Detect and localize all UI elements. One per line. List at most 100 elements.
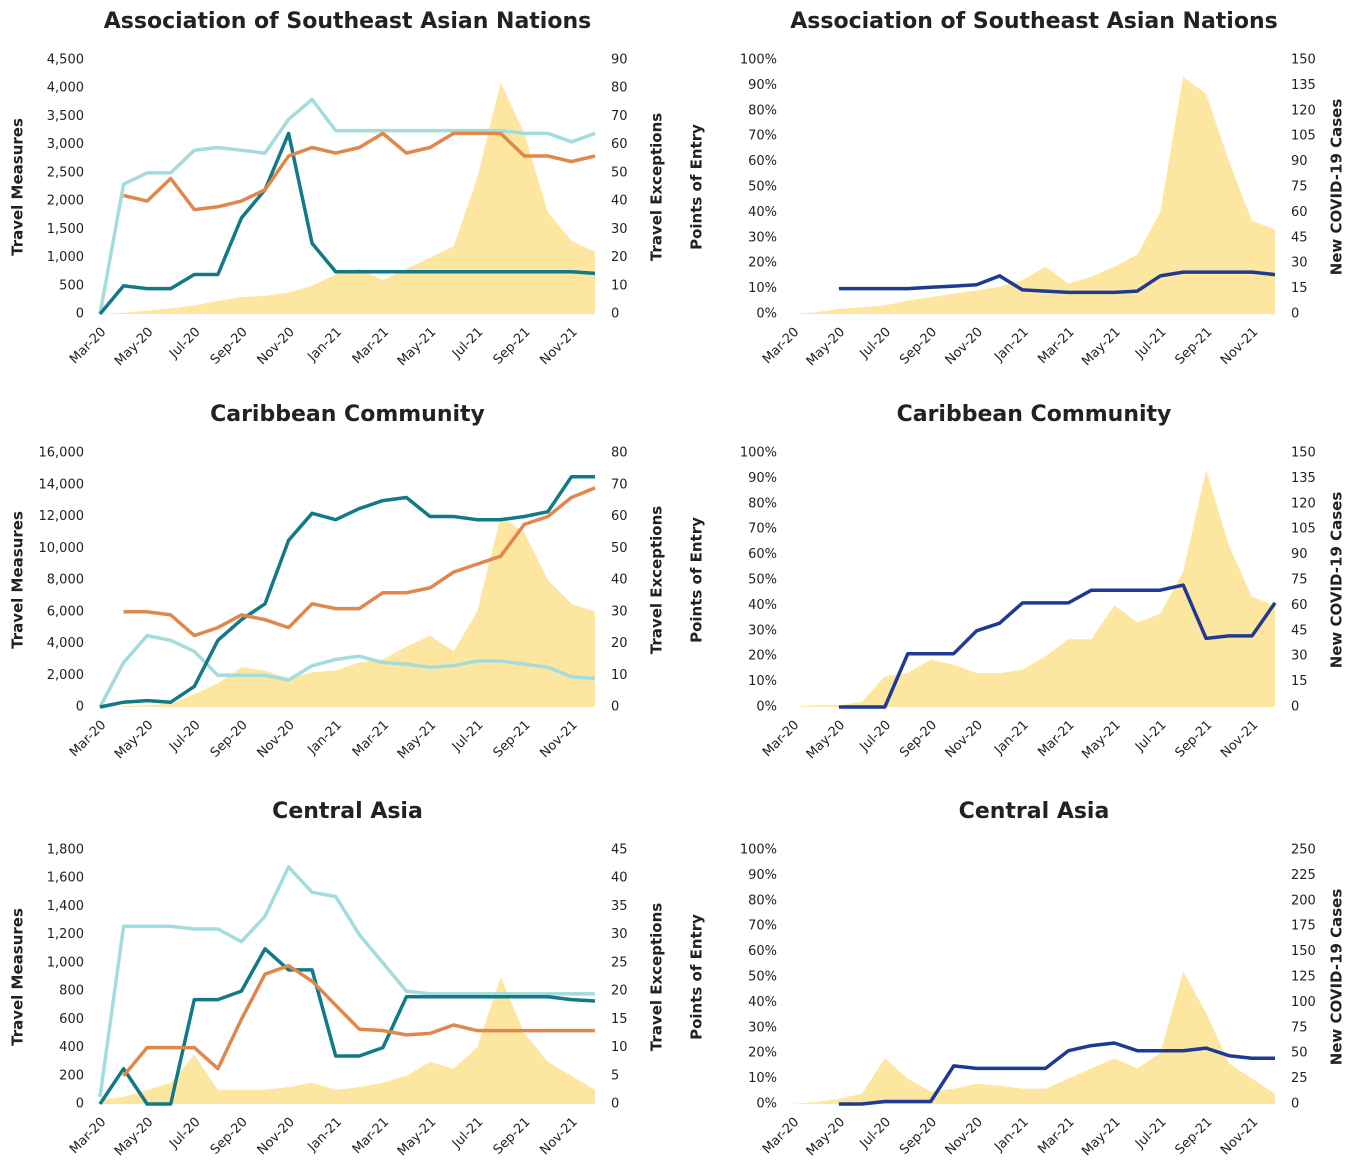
x-tick-label: Nov-20	[255, 1115, 298, 1158]
x-tick-label: May-20	[804, 1115, 848, 1159]
y-tick-label: 4,500	[47, 53, 84, 68]
y-tick-label: 0	[76, 1097, 84, 1112]
x-tick-label: Jul-21	[1132, 325, 1169, 362]
x-tick-label: Jul-20	[857, 718, 894, 755]
x-tick-label: Mar-21	[1035, 1115, 1077, 1157]
x-tick-label: Nov-20	[943, 1115, 986, 1158]
y-tick-label: 14,000	[39, 477, 85, 492]
case-area	[793, 469, 1275, 707]
y2-axis-title: Travel Exceptions	[648, 113, 666, 261]
y-tick-label: 8,000	[47, 573, 84, 588]
case-area	[100, 82, 595, 314]
y-tick-label: 0%	[756, 307, 777, 322]
y2-tick-label: 225	[1291, 868, 1316, 883]
y2-tick-label: 60	[611, 509, 628, 524]
y2-tick-label: 25	[611, 955, 628, 970]
y2-tick-label: 135	[1291, 471, 1316, 486]
y-tick-label: 30%	[748, 1020, 777, 1035]
y-tick-label: 2,000	[47, 194, 84, 209]
x-tick-label: Sep-20	[208, 325, 251, 368]
x-tick-label: May-21	[395, 325, 439, 369]
y-tick-label: 50%	[748, 970, 777, 985]
x-tick-label: Nov-21	[537, 325, 580, 368]
y2-tick-label: 90	[1291, 547, 1308, 562]
x-tick-label: May-20	[112, 1115, 156, 1159]
x-tick-label: Mar-21	[350, 1115, 392, 1157]
y-tick-label: 0	[76, 700, 84, 715]
y-tick-label: 60%	[748, 547, 777, 562]
y2-tick-label: 90	[1291, 154, 1308, 169]
y2-tick-label: 0	[1291, 700, 1299, 715]
y2-tick-label: 15	[1291, 281, 1308, 296]
x-tick-label: Sep-21	[1172, 1115, 1215, 1158]
y-tick-label: 3,500	[47, 109, 84, 124]
y2-tick-label: 120	[1291, 496, 1316, 511]
y-tick-label: 20%	[748, 256, 777, 271]
x-tick-label: Nov-21	[1218, 718, 1261, 761]
x-tick-label: Nov-21	[1218, 325, 1261, 368]
x-tick-label: Nov-20	[255, 718, 298, 761]
y2-tick-label: 70	[611, 477, 628, 492]
chart-title: Association of Southeast Asian Nations	[790, 9, 1277, 34]
x-tick-label: Mar-20	[67, 325, 109, 367]
y-tick-label: 800	[59, 984, 84, 999]
x-tick-label: May-21	[1079, 325, 1123, 369]
x-tick-label: May-21	[1079, 718, 1123, 762]
y-tick-label: 0%	[756, 1097, 777, 1112]
y2-tick-label: 5	[611, 1068, 619, 1083]
y2-tick-label: 80	[611, 81, 628, 96]
x-tick-label: Jul-20	[166, 718, 203, 755]
y-tick-label: 10,000	[39, 541, 85, 556]
y-tick-label: 30%	[748, 230, 777, 245]
chart-title: Central Asia	[959, 799, 1110, 824]
x-tick-label: May-21	[1079, 1115, 1123, 1159]
y2-tick-label: 250	[1291, 843, 1316, 858]
series-line	[98, 633, 596, 708]
y2-tick-label: 75	[1291, 1020, 1308, 1035]
x-tick-label: Jan-21	[991, 1115, 1032, 1156]
x-tick-label: Mar-20	[760, 325, 802, 367]
y-tick-label: 50%	[748, 180, 777, 195]
y2-tick-label: 45	[1291, 230, 1308, 245]
x-tick-label: Mar-20	[67, 718, 109, 760]
y-tick-label: 100%	[740, 53, 777, 68]
y-tick-label: 90%	[748, 868, 777, 883]
x-tick-label: Mar-21	[350, 718, 392, 760]
y-tick-label: 12,000	[39, 509, 85, 524]
x-tick-label: Jul-21	[449, 325, 486, 362]
series-line	[99, 475, 595, 709]
x-tick-label: Sep-20	[897, 1115, 940, 1158]
x-tick-label: Jan-21	[305, 718, 346, 759]
x-tick-label: Mar-20	[760, 1115, 802, 1157]
y-tick-label: 600	[59, 1012, 84, 1027]
y-tick-label: 200	[59, 1068, 84, 1083]
x-tick-label: May-20	[804, 718, 848, 762]
x-tick-label: Jul-21	[449, 1115, 486, 1152]
series-line	[98, 865, 595, 1098]
y2-tick-label: 60	[1291, 598, 1308, 613]
x-tick-label: Jul-20	[166, 1115, 203, 1152]
x-tick-label: Sep-21	[1172, 718, 1215, 761]
y2-tick-label: 75	[1291, 573, 1308, 588]
y-tick-label: 10%	[748, 281, 777, 296]
y-axis-title: Points of Entry	[688, 124, 706, 250]
y-tick-label: 90%	[748, 78, 777, 93]
y2-tick-label: 100	[1291, 995, 1316, 1010]
x-tick-label: May-20	[112, 325, 156, 369]
series-line	[98, 947, 596, 1106]
x-tick-label: May-20	[112, 718, 156, 762]
y-tick-label: 80%	[748, 893, 777, 908]
y2-tick-label: 60	[611, 137, 628, 152]
y2-tick-label: 40	[611, 194, 628, 209]
case-area	[793, 76, 1275, 315]
y2-tick-label: 40	[611, 871, 628, 886]
y2-tick-label: 45	[1291, 623, 1308, 638]
x-tick-label: Jul-20	[857, 1115, 894, 1152]
x-tick-label: Mar-21	[1035, 718, 1077, 760]
y2-axis-title: New COVID-19 Cases	[1328, 99, 1346, 276]
y2-axis-title: New COVID-19 Cases	[1328, 492, 1346, 669]
y-tick-label: 4,000	[47, 81, 84, 96]
y-tick-label: 4,000	[47, 636, 84, 651]
case-area	[100, 977, 595, 1104]
y-tick-label: 10%	[748, 674, 777, 689]
